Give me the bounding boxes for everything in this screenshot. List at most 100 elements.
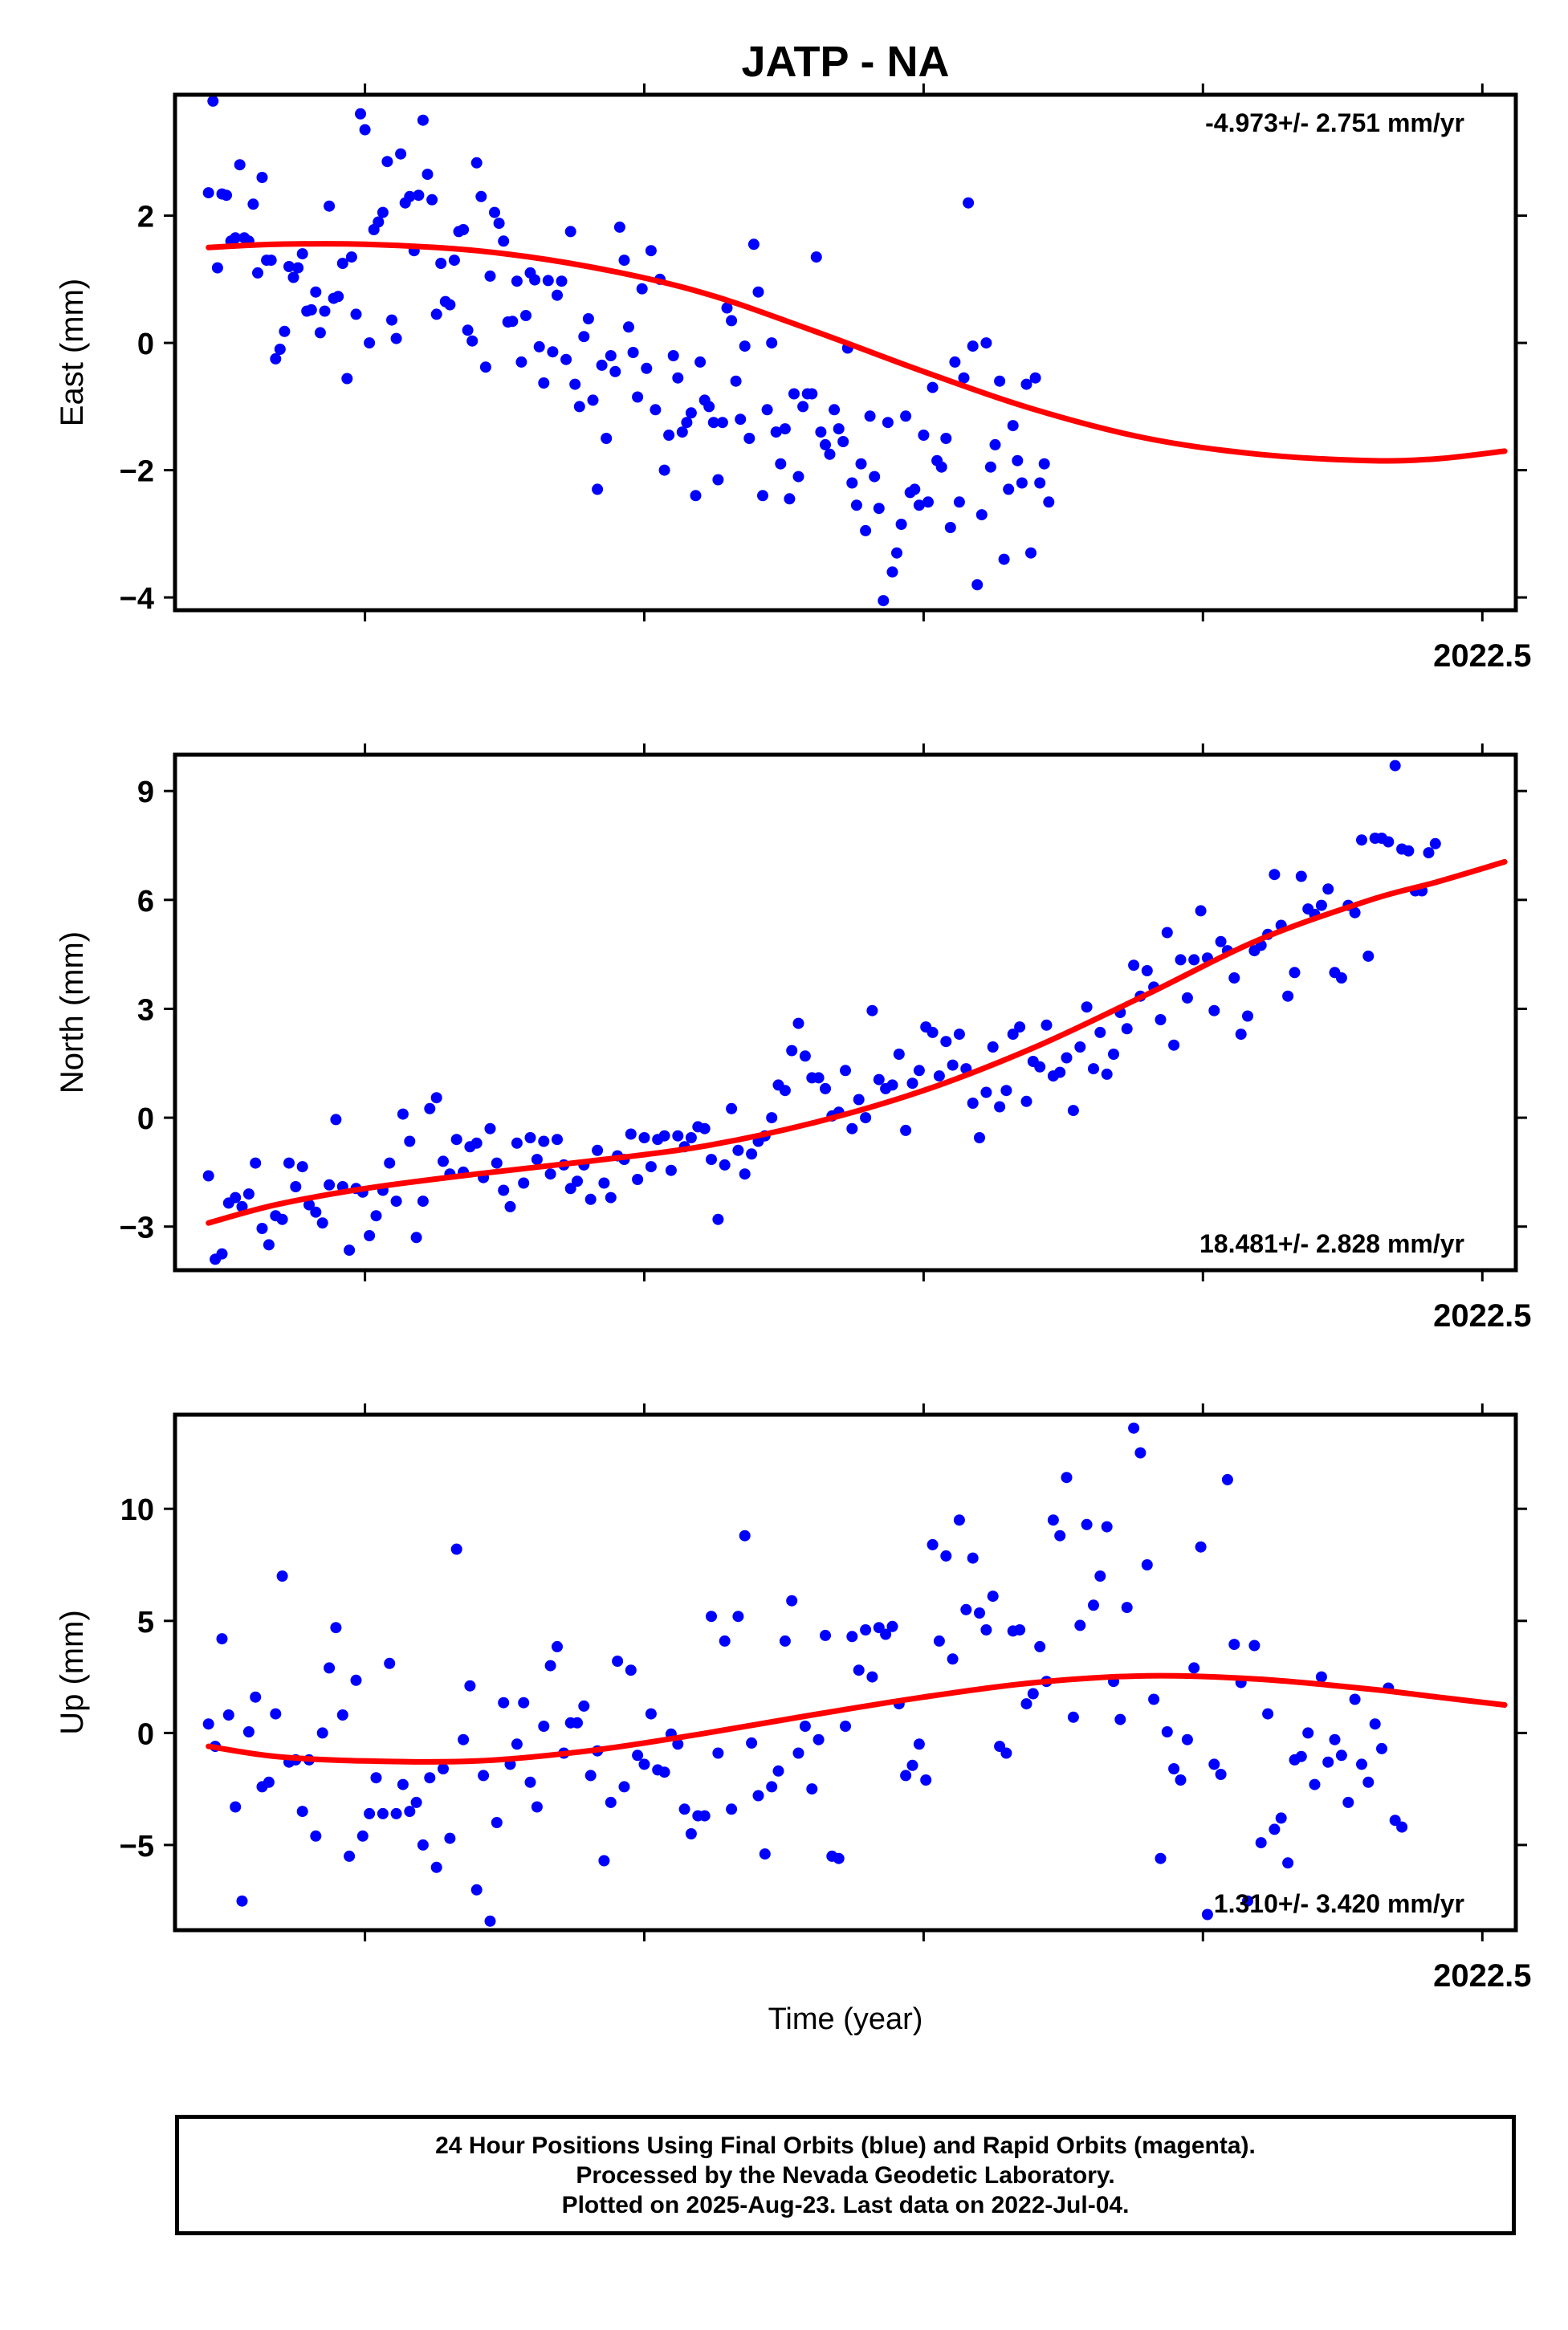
east-data-point (1043, 496, 1055, 508)
east-data-point (676, 426, 688, 438)
east-y-tick-label: −2 (120, 455, 154, 489)
east-data-point (552, 289, 563, 301)
north-data-point (410, 1232, 422, 1244)
north-data-point (853, 1094, 865, 1106)
east-data-point (927, 381, 939, 393)
north-data-point (665, 1164, 677, 1176)
up-data-point (1054, 1530, 1066, 1542)
up-data-point (336, 1709, 348, 1721)
east-data-point (283, 261, 295, 272)
north-data-point (438, 1155, 449, 1167)
north-data-point (1269, 869, 1281, 881)
up-data-point (1168, 1763, 1180, 1774)
north-data-point (813, 1072, 825, 1084)
up-data-point (1061, 1472, 1073, 1484)
north-data-point (283, 1157, 295, 1169)
north-plot-frame (173, 752, 1518, 1273)
east-data-point (310, 286, 322, 298)
east-data-point (681, 417, 693, 429)
up-data-point (860, 1624, 872, 1635)
east-plot-frame (173, 92, 1518, 613)
up-data-point (792, 1747, 804, 1759)
up-data-point (772, 1765, 784, 1777)
up-data-point (1155, 1852, 1167, 1864)
up-data-point (820, 1629, 831, 1641)
north-data-point (799, 1050, 811, 1062)
east-data-point (636, 283, 648, 295)
up-data-point (1114, 1713, 1126, 1725)
up-data-point (230, 1801, 242, 1813)
north-data-point (1322, 883, 1334, 895)
north-data-point (1429, 837, 1441, 849)
up-data-point (672, 1738, 684, 1750)
north-data-point (672, 1130, 684, 1142)
east-data-point (341, 373, 353, 385)
north-data-point (947, 1059, 959, 1071)
east-data-point (355, 108, 366, 120)
east-data-point (345, 251, 357, 263)
up-data-point (1020, 1698, 1032, 1710)
north-data-point (893, 1049, 905, 1060)
north-data-point (1000, 1085, 1012, 1097)
up-data-point (846, 1631, 858, 1643)
north-x-tick-label: 2022.5 (1433, 1298, 1531, 1334)
north-data-point (430, 1092, 442, 1104)
east-data-point (900, 410, 912, 422)
up-data-point (933, 1635, 945, 1647)
up-data-point (1335, 1750, 1347, 1762)
east-data-point (971, 579, 984, 591)
east-y-axis-label: East (mm) (55, 279, 90, 426)
up-data-point (552, 1640, 563, 1652)
up-data-point (1088, 1599, 1099, 1611)
up-data-point (222, 1709, 234, 1721)
north-data-point (719, 1159, 731, 1171)
up-data-point (706, 1611, 717, 1623)
up-data-point (678, 1803, 690, 1815)
north-data-point (1141, 965, 1153, 976)
east-data-point (663, 430, 675, 441)
up-data-point (1101, 1521, 1113, 1533)
up-data-point (625, 1664, 637, 1676)
up-data-point (1141, 1559, 1153, 1570)
east-data-point (806, 388, 818, 400)
east-data-point (448, 255, 460, 267)
north-data-point (1289, 967, 1301, 979)
up-y-tick-label: 0 (137, 1717, 154, 1751)
north-data-point (397, 1108, 409, 1120)
east-data-point (560, 353, 572, 365)
north-data-point (504, 1200, 516, 1212)
up-data-point (1396, 1821, 1408, 1833)
x-axis-label: Time (year) (768, 2002, 923, 2036)
up-data-point (813, 1733, 825, 1745)
up-data-point (263, 1776, 275, 1788)
up-data-point (511, 1738, 523, 1750)
north-data-point (1423, 847, 1435, 859)
east-data-point (350, 308, 362, 320)
north-data-point (370, 1210, 382, 1222)
north-data-point (779, 1085, 791, 1097)
up-data-point (1195, 1541, 1207, 1553)
up-data-point (612, 1656, 624, 1667)
east-data-point (797, 401, 809, 413)
up-data-point (840, 1721, 851, 1732)
up-data-point (450, 1543, 462, 1555)
east-data-point (265, 255, 277, 267)
east-data-point (507, 316, 519, 328)
north-data-point (1041, 1019, 1053, 1031)
east-data-point (739, 340, 751, 352)
north-data-point (866, 1004, 878, 1016)
up-data-point (739, 1530, 751, 1542)
north-data-point (1181, 992, 1193, 1004)
east-data-point (815, 426, 827, 438)
north-data-point (491, 1157, 503, 1169)
up-data-point (1121, 1602, 1133, 1614)
up-data-point (1215, 1769, 1227, 1780)
north-data-point (1168, 1039, 1180, 1051)
north-data-point (424, 1102, 436, 1114)
east-data-point (869, 470, 881, 483)
north-data-point (906, 1077, 918, 1090)
north-data-point (592, 1144, 604, 1156)
up-data-point (370, 1772, 382, 1784)
east-data-point (918, 430, 930, 441)
east-data-point (784, 493, 796, 505)
